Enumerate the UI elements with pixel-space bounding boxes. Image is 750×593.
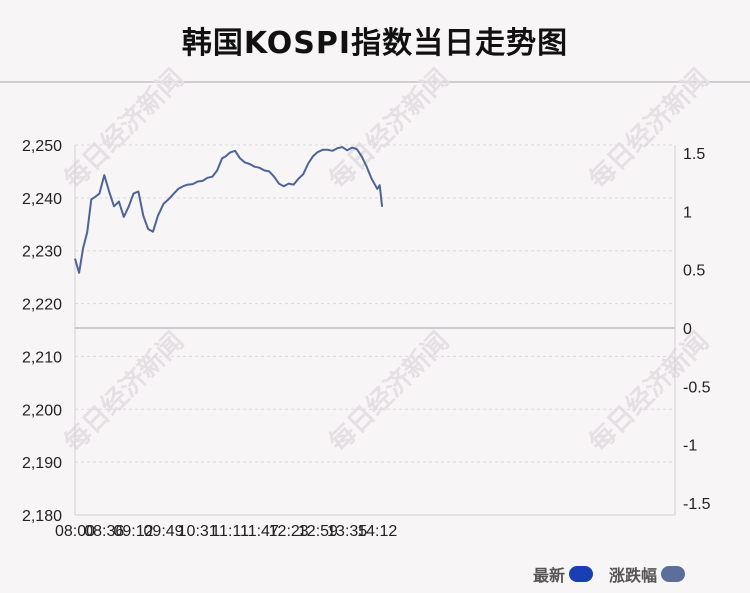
watermark-text: 每日经济新闻 (583, 63, 715, 195)
y-left-tick-label: 2,250 (22, 138, 62, 155)
x-tick-label: 13:35 (327, 523, 367, 540)
y-right-tick-label: 0 (683, 321, 692, 338)
watermark-text: 每日经济新闻 (58, 326, 190, 458)
x-tick-label: 11:47 (240, 523, 279, 540)
x-tick-label: 08:00 (55, 523, 95, 540)
y-left-tick-label: 2,200 (22, 402, 62, 419)
axes (74, 145, 676, 516)
y-right-tick-label: 1.5 (683, 146, 705, 163)
y-left-tick-label: 2,180 (22, 508, 62, 525)
x-tick-label: 11:11 (211, 523, 249, 540)
y-axis-left-labels: 2,250 2,240 2,230 2,220 2,210 2,200 2,190 2,180 (22, 138, 62, 525)
chart-title: 韩国KOSPI指数当日走势图 (181, 26, 569, 61)
watermark-text: 每日经济新闻 (323, 326, 455, 458)
x-tick-label: 09:49 (144, 523, 184, 540)
legend-swatch-change (661, 566, 686, 582)
series-layer (74, 146, 384, 274)
y-left-tick-label: 2,190 (22, 455, 62, 472)
x-tick-label: 10:31 (178, 523, 218, 540)
y-right-tick-label: 0.5 (683, 263, 705, 280)
legend-label-latest: 最新 (533, 566, 566, 585)
x-tick-label: 09:12 (113, 523, 153, 540)
y-right-tick-label: -0.5 (683, 379, 711, 396)
grid-lines (75, 144, 675, 463)
watermark-text: 每日经济新闻 (323, 63, 455, 195)
series-line-latest (74, 146, 384, 274)
title-divider (0, 81, 750, 83)
legend-label-change: 涨跌幅 (609, 566, 658, 585)
x-tick-label: 12:59 (298, 523, 338, 540)
legend-item-change: 涨跌幅 (609, 562, 686, 586)
y-left-tick-label: 2,220 (22, 297, 62, 314)
y-right-tick-label: -1 (683, 438, 697, 455)
x-axis-labels: 08:0008:3609:1209:4910:3111:1111:4712:23… (55, 523, 397, 540)
y-axis-right-labels: 1.5 1 0.5 0 -0.5 -1 -1.5 (683, 146, 711, 513)
x-tick-label: 12:23 (269, 523, 309, 540)
y-right-tick-label: 1 (683, 204, 692, 221)
legend-item-latest: 最新 (533, 562, 594, 586)
x-tick-label: 14:12 (357, 523, 397, 540)
y-right-tick-label: -1.5 (683, 496, 711, 513)
y-left-tick-label: 2,240 (22, 191, 62, 208)
watermark-text: 每日经济新闻 (58, 63, 190, 195)
y-left-tick-label: 2,230 (22, 244, 62, 261)
legend-swatch-latest (569, 566, 594, 582)
x-tick-label: 08:36 (84, 523, 124, 540)
y-left-tick-label: 2,210 (22, 349, 62, 366)
